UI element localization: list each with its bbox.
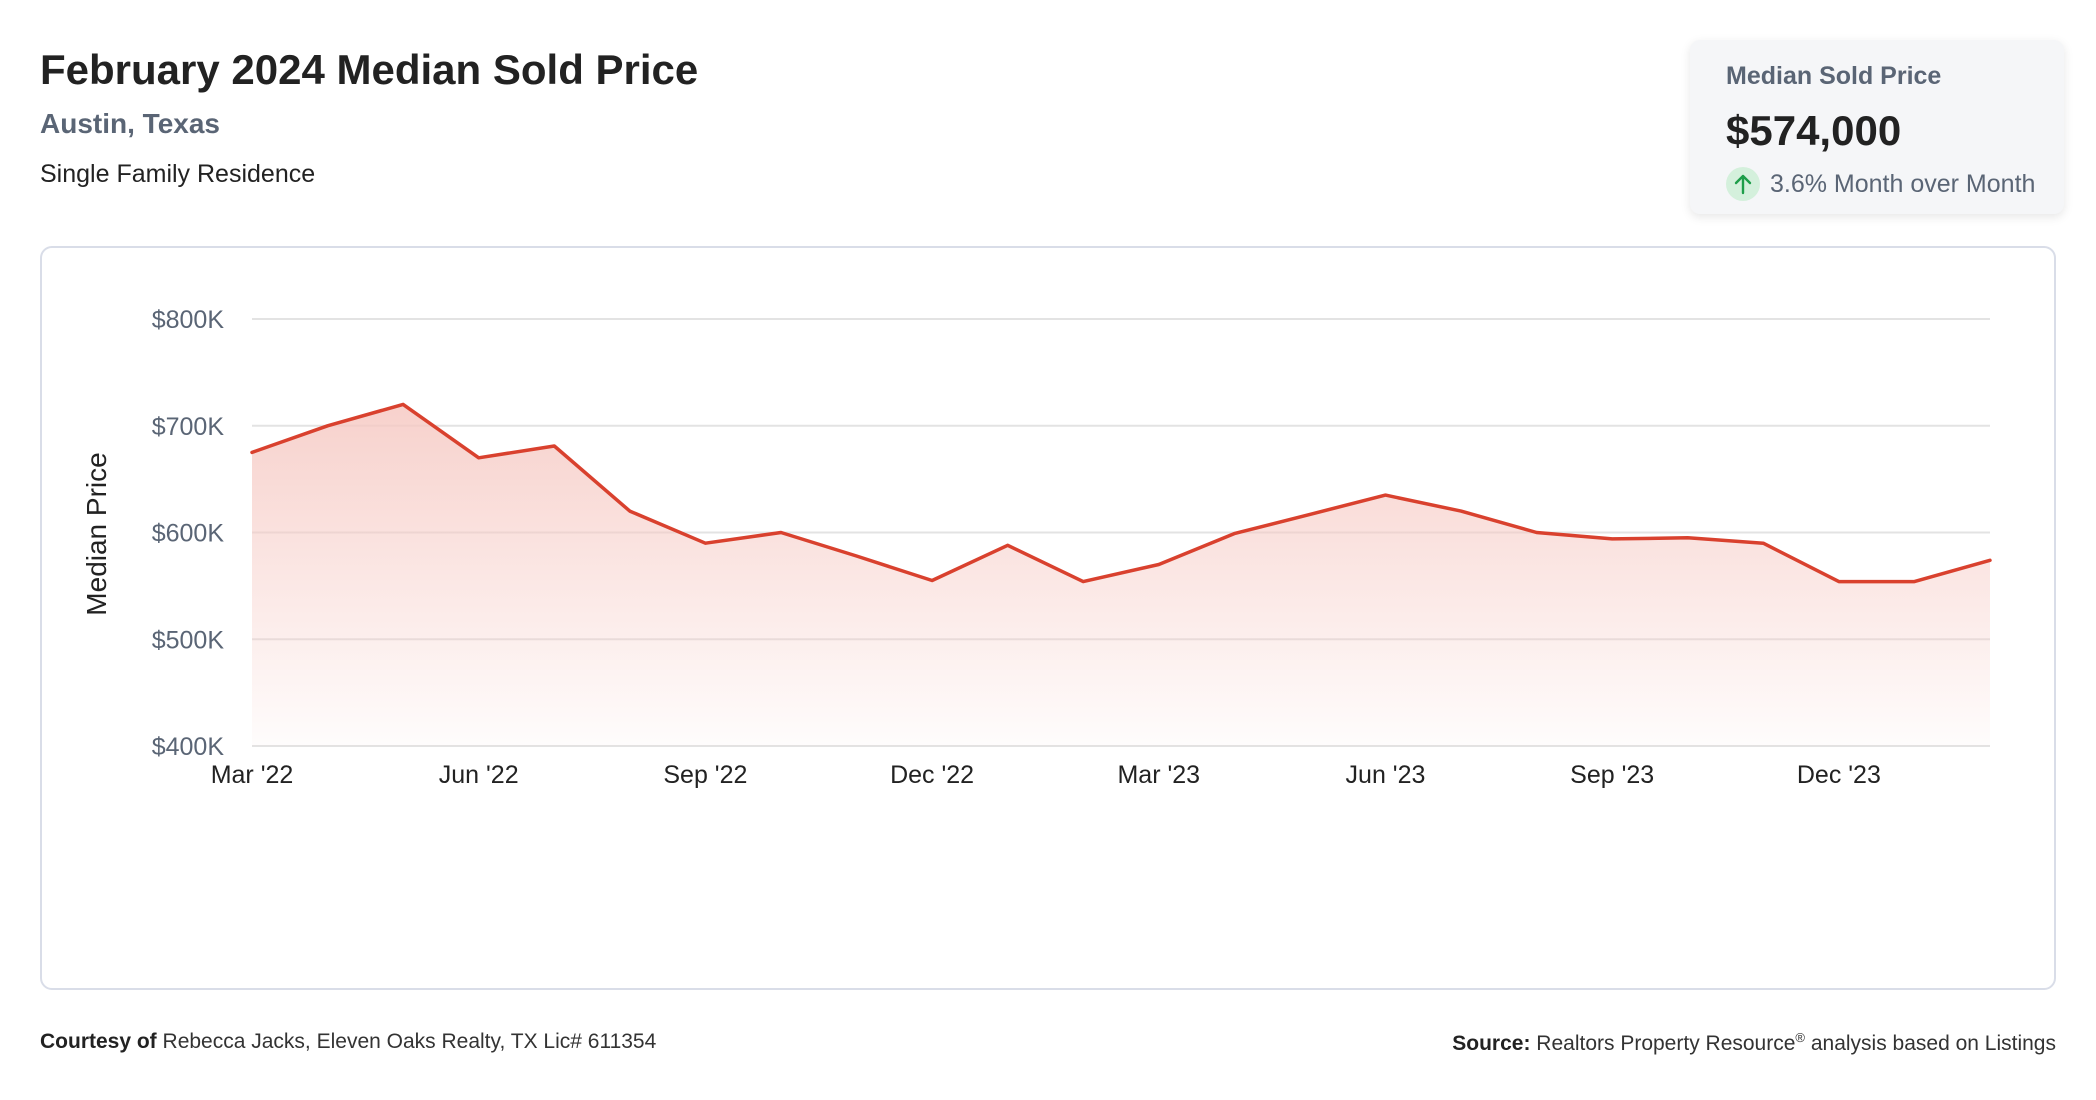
- y-tick-label: $800K: [152, 306, 225, 334]
- x-tick-label: Jun '23: [1346, 761, 1426, 789]
- y-tick-label: $400K: [152, 733, 225, 761]
- x-tick-label: Jun '22: [439, 761, 519, 789]
- location-subtitle: Austin, Texas: [40, 108, 220, 139]
- arrow-up-icon: [1726, 167, 1760, 201]
- x-tick-label: Dec '23: [1797, 761, 1881, 789]
- source-text: Realtors Property Resource: [1536, 1032, 1796, 1055]
- stat-label: Median Sold Price: [1726, 62, 1942, 90]
- registered-mark: ®: [1795, 1030, 1805, 1045]
- stat-value: $574,000: [1726, 107, 1902, 154]
- x-tick-label: Sep '23: [1570, 761, 1654, 789]
- y-tick-label: $500K: [152, 626, 225, 654]
- x-tick-label: Sep '22: [663, 761, 747, 789]
- courtesy-footer: Courtesy of Rebecca Jacks, Eleven Oaks R…: [40, 1030, 656, 1054]
- y-tick-label: $600K: [152, 520, 225, 548]
- source-footer: Source: Realtors Property Resource® anal…: [1452, 1030, 2056, 1056]
- courtesy-label: Courtesy of: [40, 1030, 157, 1053]
- stat-change-text: 3.6% Month over Month: [1770, 169, 2036, 198]
- median-price-chart: $400K $500K $600K $700K $800K Mar '22 Jun '22…: [81, 306, 1992, 789]
- stat-change: 3.6% Month over Month: [1726, 167, 2064, 201]
- courtesy-text: Rebecca Jacks, Eleven Oaks Realty, TX Li…: [162, 1030, 657, 1053]
- chart-panel: $400K $500K $600K $700K $800K Mar '22 Jun '22…: [40, 246, 2056, 990]
- series-line: [250, 402, 1992, 584]
- x-tick-label: Dec '22: [890, 761, 974, 789]
- y-axis-label: Median Price: [81, 452, 112, 615]
- series-area-fill: [252, 404, 1990, 746]
- page-title: February 2024 Median Sold Price: [40, 46, 699, 93]
- x-tick-label: Mar '22: [211, 761, 294, 789]
- y-tick-label: $700K: [152, 413, 225, 441]
- median-price-card: Median Sold Price $574,000 3.6% Month ov…: [1690, 40, 2064, 214]
- source-text-suffix: analysis based on Listings: [1805, 1032, 2056, 1055]
- x-tick-label: Mar '23: [1117, 761, 1200, 789]
- property-type: Single Family Residence: [40, 160, 316, 188]
- source-label: Source:: [1452, 1032, 1531, 1055]
